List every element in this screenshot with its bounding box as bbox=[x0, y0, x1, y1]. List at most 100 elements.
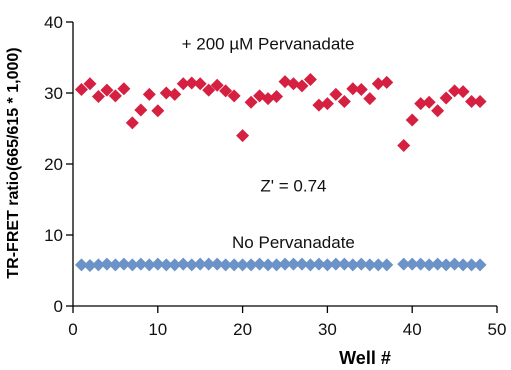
data-point bbox=[125, 258, 139, 272]
data-point bbox=[100, 83, 114, 97]
data-point bbox=[244, 258, 258, 272]
y-tick-label: 20 bbox=[44, 155, 63, 174]
data-point bbox=[219, 84, 233, 98]
data-point bbox=[448, 84, 462, 98]
data-point bbox=[108, 258, 122, 272]
data-point bbox=[219, 258, 233, 272]
data-point bbox=[380, 258, 394, 272]
data-point bbox=[329, 87, 343, 101]
data-point bbox=[244, 95, 258, 109]
data-point bbox=[346, 82, 360, 96]
data-point bbox=[303, 258, 317, 272]
data-point bbox=[422, 95, 436, 109]
data-point bbox=[134, 103, 148, 117]
chart-labels: TR-FRET ratio(665/615 * 1,000) Well # + … bbox=[5, 34, 391, 368]
data-point bbox=[363, 258, 377, 272]
data-point bbox=[371, 77, 385, 91]
data-point bbox=[465, 95, 479, 109]
data-point bbox=[422, 258, 436, 272]
x-tick-label: 20 bbox=[233, 320, 252, 339]
data-point bbox=[312, 98, 326, 112]
data-point bbox=[354, 257, 368, 271]
data-point bbox=[320, 97, 334, 111]
y-axis-title: TR-FRET ratio(665/615 * 1,000) bbox=[5, 47, 22, 278]
x-tick-label: 40 bbox=[403, 320, 422, 339]
data-point bbox=[176, 257, 190, 271]
data-point bbox=[286, 257, 300, 271]
data-point bbox=[270, 258, 284, 272]
y-tick-label: 30 bbox=[44, 84, 63, 103]
data-point bbox=[320, 258, 334, 272]
data-point bbox=[74, 82, 88, 96]
data-point bbox=[295, 257, 309, 271]
data-point bbox=[270, 90, 284, 104]
data-point bbox=[337, 95, 351, 109]
data-point bbox=[83, 259, 97, 273]
data-point bbox=[337, 257, 351, 271]
data-point bbox=[253, 257, 267, 271]
data-point bbox=[202, 257, 216, 271]
data-point bbox=[134, 257, 148, 271]
data-point bbox=[261, 258, 275, 272]
data-point bbox=[312, 257, 326, 271]
data-point bbox=[117, 82, 131, 96]
data-point bbox=[151, 104, 165, 118]
data-point bbox=[456, 258, 470, 272]
data-point bbox=[185, 76, 199, 90]
data-point bbox=[142, 258, 156, 272]
annotation-label: No Pervanadate bbox=[232, 233, 355, 252]
data-point bbox=[210, 257, 224, 271]
data-point bbox=[151, 257, 165, 271]
data-point bbox=[193, 257, 207, 271]
data-point bbox=[414, 97, 428, 111]
data-point bbox=[456, 85, 470, 99]
data-point bbox=[168, 87, 182, 101]
data-point bbox=[431, 257, 445, 271]
y-tick-label: 0 bbox=[54, 297, 63, 316]
data-point bbox=[185, 258, 199, 272]
data-point bbox=[414, 257, 428, 271]
data-point bbox=[142, 87, 156, 101]
y-tick-label: 40 bbox=[44, 13, 63, 32]
data-point bbox=[227, 258, 241, 272]
data-point bbox=[210, 78, 224, 92]
data-point bbox=[354, 82, 368, 96]
data-point bbox=[431, 104, 445, 118]
x-axis-title: Well # bbox=[339, 348, 391, 368]
x-tick-label: 50 bbox=[488, 320, 507, 339]
data-point bbox=[117, 257, 131, 271]
y-tick-label: 10 bbox=[44, 226, 63, 245]
data-point bbox=[278, 257, 292, 271]
data-point bbox=[303, 73, 317, 87]
data-point bbox=[380, 75, 394, 89]
data-point bbox=[193, 77, 207, 91]
data-point bbox=[91, 258, 105, 272]
data-point bbox=[227, 89, 241, 103]
data-point bbox=[465, 258, 479, 272]
data-point bbox=[346, 258, 360, 272]
data-point bbox=[439, 91, 453, 105]
data-point bbox=[371, 258, 385, 272]
data-point bbox=[397, 139, 411, 153]
x-tick-label: 10 bbox=[148, 320, 167, 339]
data-point bbox=[74, 258, 88, 272]
data-point bbox=[168, 258, 182, 272]
annotation-label: + 200 µM Pervanadate bbox=[182, 34, 355, 53]
data-point bbox=[473, 95, 487, 109]
data-point bbox=[236, 258, 250, 272]
data-point bbox=[83, 77, 97, 91]
data-point bbox=[100, 257, 114, 271]
data-point bbox=[473, 258, 487, 272]
x-tick-label: 0 bbox=[68, 320, 77, 339]
data-point bbox=[405, 113, 419, 127]
data-point bbox=[159, 86, 173, 100]
data-point bbox=[329, 257, 343, 271]
data-point bbox=[295, 79, 309, 93]
axes: 0 10 20 30 40 0 10 20 30 40 50 bbox=[44, 13, 506, 339]
data-point bbox=[448, 257, 462, 271]
data-point bbox=[439, 258, 453, 272]
data-point bbox=[176, 77, 190, 91]
data-point bbox=[91, 90, 105, 104]
data-point bbox=[108, 89, 122, 103]
